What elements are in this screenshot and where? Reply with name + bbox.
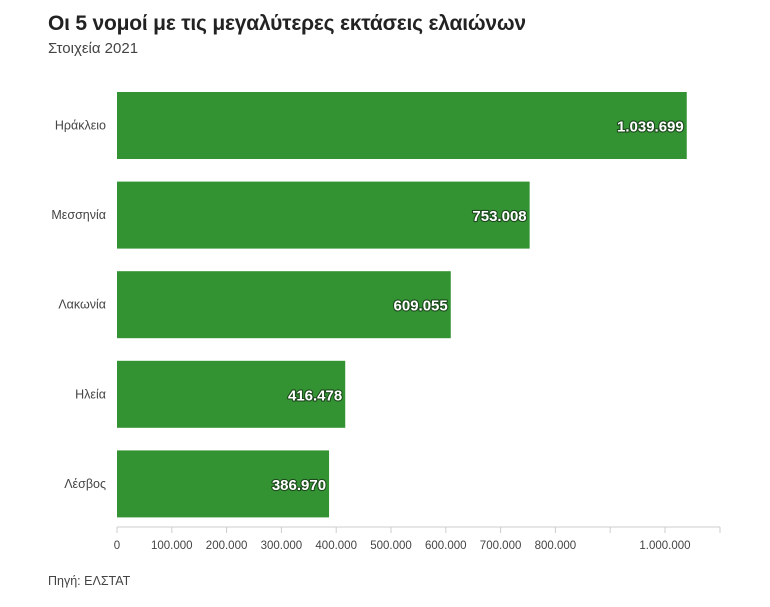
- x-tick-label: 400.000: [315, 540, 357, 552]
- x-tick-label: 300.000: [261, 540, 303, 552]
- category-label: Ηράκλειο: [55, 119, 106, 133]
- value-label: 386.970: [272, 477, 326, 494]
- source-note: Πηγή: ΕΛΣΤΑΤ: [48, 574, 131, 588]
- x-tick-label: 800.000: [535, 540, 577, 552]
- value-label: 1.039.699: [617, 119, 684, 136]
- x-tick-label: 600.000: [425, 540, 467, 552]
- x-tick-label: 100.000: [151, 540, 193, 552]
- bar-5: [117, 450, 330, 518]
- category-label: Ηλεία: [75, 387, 106, 401]
- bar-1: [117, 92, 687, 159]
- x-tick-label: 1.000.000: [639, 540, 690, 552]
- category-label: Λακωνία: [58, 298, 106, 312]
- x-tick-label: 0: [114, 540, 120, 552]
- value-label: 753.008: [472, 208, 526, 225]
- bar-2: [117, 181, 530, 249]
- x-tick-label: 500.000: [370, 540, 412, 552]
- chart-subtitle: Στοιχεία 2021: [48, 40, 139, 57]
- x-tick-label: 700.000: [480, 540, 522, 552]
- x-tick-label: 200.000: [206, 540, 248, 552]
- bar-3: [117, 271, 451, 339]
- chart-title: Οι 5 νομοί με τις μεγαλύτερες εκτάσεις ε…: [48, 12, 526, 35]
- bar-4: [117, 360, 346, 428]
- value-label: 609.055: [394, 298, 448, 315]
- value-label: 416.478: [288, 387, 342, 404]
- category-label: Μεσσηνία: [51, 208, 106, 222]
- category-label: Λέσβος: [64, 477, 106, 491]
